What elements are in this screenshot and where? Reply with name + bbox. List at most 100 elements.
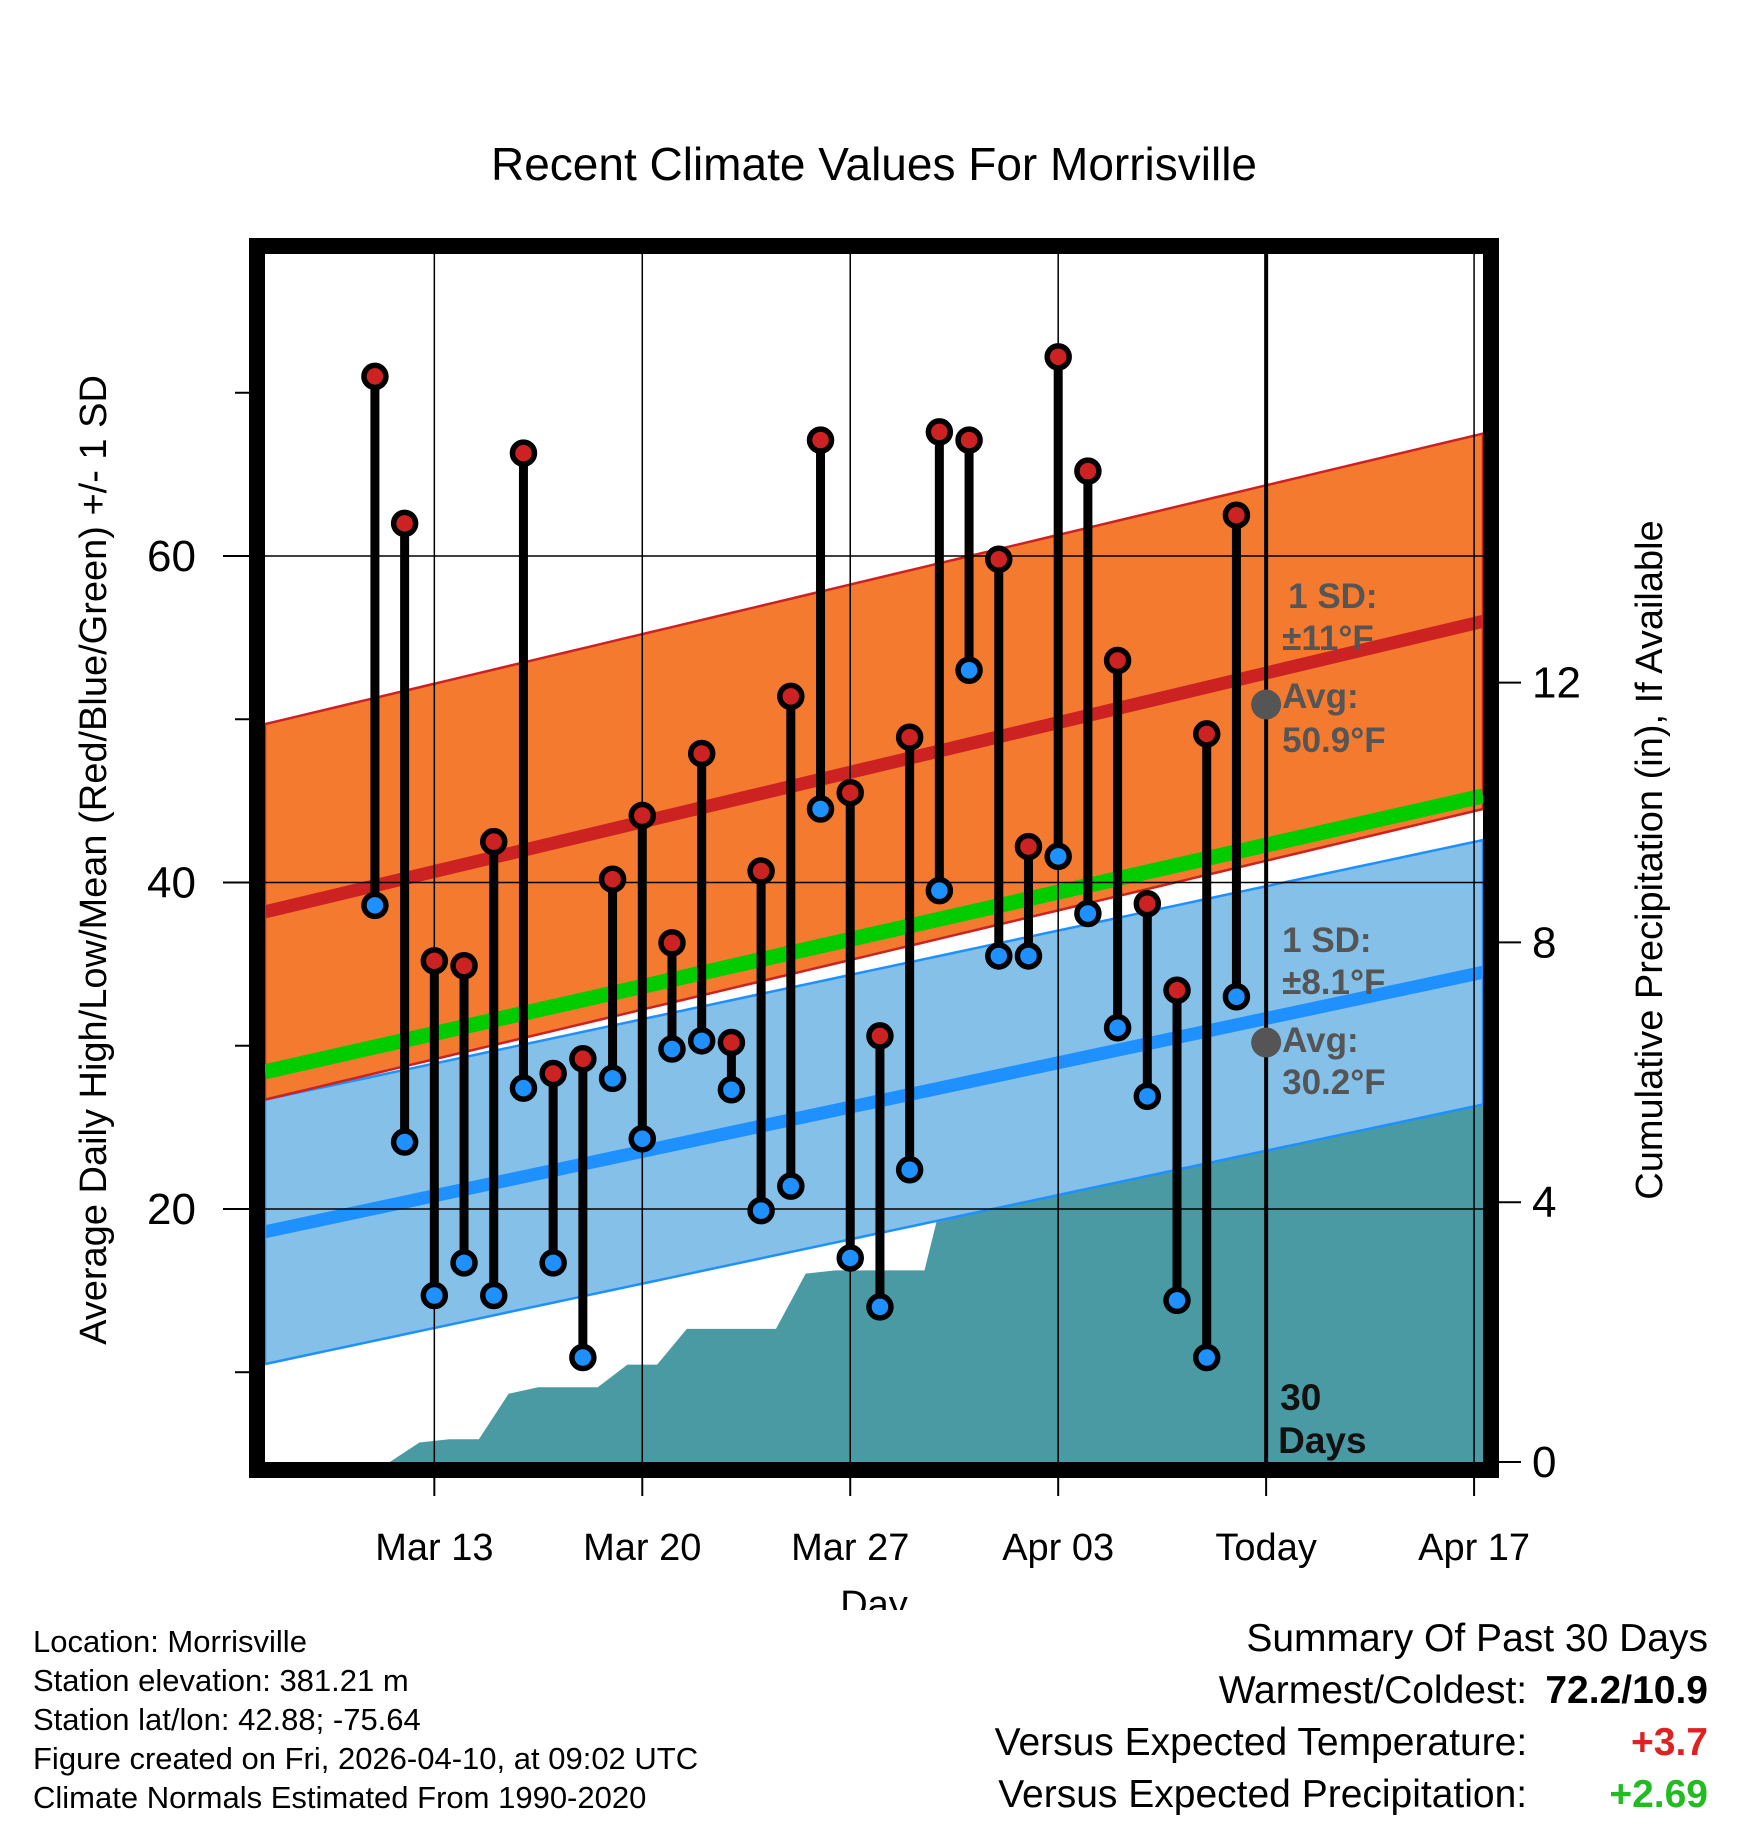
- daily-high-point: [1074, 457, 1102, 485]
- daily-low-point: [717, 1076, 746, 1104]
- daily-high-point: [569, 1045, 597, 1073]
- high-sd-label: 1 SD:: [1288, 577, 1377, 616]
- daily-high-point: [985, 545, 1013, 574]
- daily-low-point: [658, 1035, 686, 1063]
- temp-row: Versus Expected Temperature: +3.7: [995, 1717, 1708, 1769]
- chart-title: Recent Climate Values For Morrisville: [491, 138, 1257, 190]
- daily-high-point: [687, 739, 716, 768]
- daily-high-point: [1222, 501, 1251, 529]
- daily-high-point: [361, 362, 389, 391]
- daily-low-point: [955, 656, 983, 685]
- daily-high-point: [866, 1022, 894, 1050]
- daily-high-point: [836, 778, 864, 807]
- station-elevation: Station elevation: 381.21 m: [33, 1663, 409, 1698]
- y-tick-label: 60: [147, 532, 196, 581]
- axes: 20 40 60 0 4 8 12 Mar 13 Mar 20 Mar 27 Apr 03 Today…: [147, 391, 1581, 1569]
- daily-low-point: [747, 1196, 775, 1225]
- daily-low-point: [420, 1281, 449, 1310]
- daily-low-point: [985, 942, 1013, 970]
- daily-low-point: [1133, 1082, 1162, 1111]
- station-info: Location: Morrisville Station elevation:…: [33, 1622, 698, 1817]
- low-sd-label: 1 SD:: [1282, 921, 1371, 960]
- daily-low-point: [895, 1156, 924, 1184]
- daily-high-point: [925, 418, 954, 446]
- y-axis-label-right: Cumulative Precipitation (in), If Availa…: [1629, 520, 1671, 1199]
- y-tick-label: 40: [147, 858, 196, 907]
- daily-low-point: [569, 1343, 597, 1372]
- y-right-tick-label: 4: [1532, 1178, 1556, 1227]
- warm-cold-label: Warmest/Coldest:: [1218, 1669, 1528, 1712]
- y-right-tick-label: 0: [1532, 1438, 1556, 1487]
- summary-heading: Summary Of Past 30 Days: [1246, 1617, 1708, 1660]
- daily-high-point: [955, 426, 983, 454]
- x-tick-label: Apr 17: [1418, 1527, 1530, 1569]
- daily-low-point: [479, 1281, 508, 1310]
- daily-high-point: [1044, 343, 1072, 371]
- daily-high-point: [895, 723, 924, 751]
- y-axis-label-left: Average Daily High/Low/Mean (Red/Blue/Gr…: [73, 375, 115, 1345]
- high-avg-label: Avg:: [1282, 677, 1358, 716]
- daily-high-point: [747, 857, 775, 885]
- daily-high-point: [658, 929, 686, 957]
- high-avg-value: 50.9°F: [1282, 721, 1386, 760]
- daily-low-point: [866, 1293, 894, 1321]
- precip-value: +2.69: [1609, 1773, 1708, 1816]
- days-label-number: 30: [1280, 1377, 1321, 1418]
- temp-label: Versus Expected Temperature:: [994, 1721, 1528, 1764]
- daily-low-point: [777, 1172, 805, 1200]
- daily-low-point: [1222, 983, 1251, 1011]
- daily-low-point: [1163, 1286, 1191, 1315]
- low-avg-value: 30.2°F: [1282, 1063, 1386, 1102]
- daily-low-point: [836, 1244, 864, 1272]
- daily-high-point: [1133, 889, 1162, 918]
- daily-high-point: [1192, 720, 1221, 748]
- days-label-text: Days: [1278, 1420, 1366, 1461]
- daily-high-point: [628, 801, 657, 830]
- station-latlon: Station lat/lon: 42.88; -75.64: [33, 1702, 421, 1737]
- precip-row: Versus Expected Precipitation: +2.69: [995, 1769, 1708, 1821]
- daily-high-point: [717, 1028, 746, 1057]
- climate-chart: Recent Climate Values For Morrisville 1 …: [73, 138, 1671, 1610]
- warm-cold-value: 72.2/10.9: [1545, 1669, 1708, 1712]
- daily-high-point: [420, 947, 449, 975]
- daily-low-point: [598, 1064, 627, 1093]
- warm-cold-row: Warmest/Coldest: 72.2/10.9: [995, 1665, 1708, 1717]
- plot-frame: [249, 238, 1499, 1478]
- high-sd-value: ±11°F: [1282, 619, 1374, 658]
- daily-high-point: [450, 951, 478, 980]
- daily-low-point: [390, 1128, 419, 1156]
- low-sd-value: ±8.1°F: [1282, 963, 1385, 1002]
- daily-high-point: [509, 439, 538, 467]
- daily-high-point: [1163, 976, 1191, 1004]
- normal-high-line: [263, 614, 1485, 919]
- daily-low-point: [1103, 1014, 1132, 1042]
- y-tick-label: 20: [147, 1185, 196, 1234]
- x-tick-label: Mar 27: [791, 1527, 909, 1569]
- daily-low-point: [1044, 842, 1072, 871]
- daily-high-point: [479, 827, 508, 856]
- x-axis-label: Day: [840, 1584, 908, 1610]
- x-tick-label: Apr 03: [1002, 1527, 1114, 1569]
- temp-value: +3.7: [1631, 1721, 1708, 1764]
- daily-low-point: [1014, 942, 1043, 970]
- daily-low-point: [925, 876, 954, 905]
- high-avg-marker: [1251, 689, 1282, 720]
- daily-low-point: [450, 1249, 478, 1277]
- station-location: Location: Morrisville: [33, 1624, 307, 1659]
- daily-high-point: [598, 865, 627, 893]
- x-tick-label: Mar 13: [375, 1527, 493, 1569]
- daily-low-point: [806, 795, 835, 823]
- y-right-tick-label: 12: [1532, 659, 1581, 708]
- low-avg-marker: [1251, 1027, 1282, 1058]
- daily-low-point: [687, 1027, 716, 1055]
- daily-high-point: [777, 682, 805, 711]
- summary-panel: Summary Of Past 30 Days Warmest/Coldest:…: [995, 1613, 1708, 1821]
- daily-high-point: [1014, 832, 1043, 861]
- daily-high-point: [1103, 646, 1132, 675]
- figure-created: Figure created on Fri, 2026-04-10, at 09…: [33, 1741, 699, 1776]
- y-right-tick-label: 8: [1532, 918, 1556, 967]
- low-avg-label: Avg:: [1282, 1021, 1358, 1060]
- daily-low-point: [1074, 899, 1102, 928]
- daily-low-point: [1192, 1343, 1221, 1372]
